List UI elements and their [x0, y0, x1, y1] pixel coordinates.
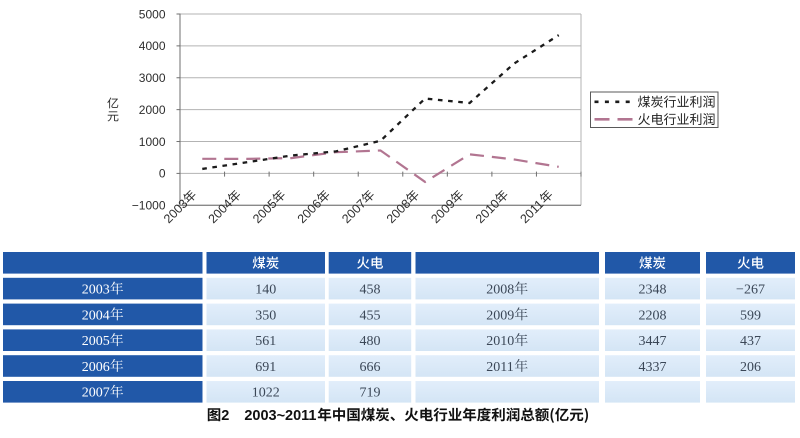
svg-text:2003: 2003: [82, 283, 110, 298]
svg-text:1022: 1022: [252, 386, 280, 401]
svg-text:350: 350: [255, 308, 276, 323]
svg-text:2010: 2010: [486, 334, 514, 349]
svg-text:3447: 3447: [639, 334, 667, 349]
svg-text:206: 206: [740, 360, 761, 375]
svg-text:2008: 2008: [486, 283, 514, 298]
svg-text:2006: 2006: [82, 360, 110, 375]
svg-text:1000: 1000: [139, 135, 166, 149]
svg-text:2: 2: [221, 408, 229, 424]
svg-text:480: 480: [359, 334, 380, 349]
svg-text:2004: 2004: [82, 308, 110, 323]
svg-text:599: 599: [740, 308, 761, 323]
svg-text:140: 140: [255, 283, 276, 298]
svg-text:0: 0: [159, 167, 166, 181]
svg-text:2011: 2011: [486, 360, 513, 375]
svg-text:4337: 4337: [639, 360, 667, 375]
svg-text:719: 719: [359, 386, 380, 401]
svg-text:666: 666: [359, 360, 380, 375]
svg-text:4000: 4000: [139, 39, 166, 53]
svg-text:2348: 2348: [639, 283, 667, 298]
svg-text:561: 561: [255, 334, 276, 349]
svg-text:2005: 2005: [82, 334, 110, 349]
svg-text:2208: 2208: [639, 308, 667, 323]
svg-text:437: 437: [740, 334, 761, 349]
svg-text:3000: 3000: [139, 71, 166, 85]
svg-text:−1000: −1000: [132, 199, 166, 213]
svg-text:691: 691: [255, 360, 276, 375]
svg-text:2000: 2000: [139, 103, 166, 117]
svg-text:2007: 2007: [82, 386, 110, 401]
svg-text:458: 458: [359, 283, 380, 298]
svg-text:5000: 5000: [139, 7, 166, 21]
svg-text:2003~2011: 2003~2011: [244, 408, 316, 424]
svg-text:−267: −267: [736, 283, 765, 298]
svg-text:455: 455: [359, 308, 380, 323]
svg-text:2009: 2009: [486, 308, 514, 323]
